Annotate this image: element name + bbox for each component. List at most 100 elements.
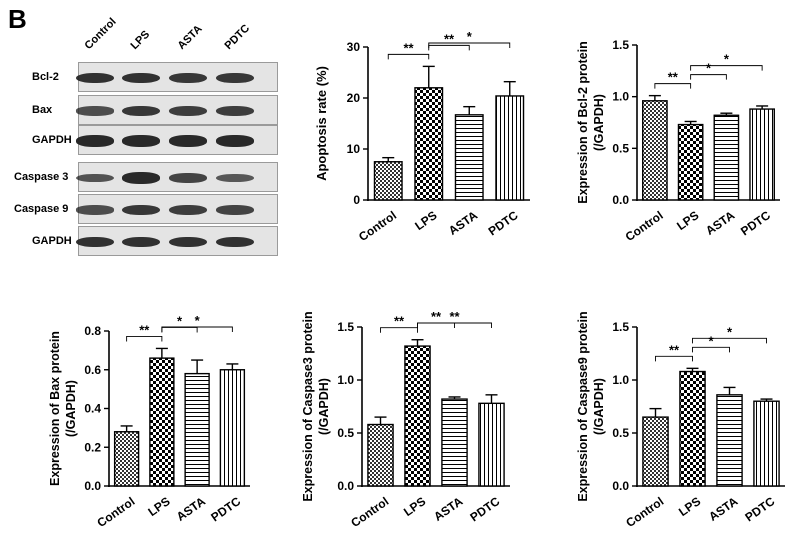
bar xyxy=(113,431,140,487)
y-tick-label: 0.0 xyxy=(337,479,354,493)
y-tick-label: 0.2 xyxy=(84,440,101,454)
y-axis-label: (/GAPDH) xyxy=(592,94,606,151)
significance-label: * xyxy=(708,333,714,348)
significance-bracket xyxy=(692,337,767,344)
x-tick-label: ASTA xyxy=(703,208,737,238)
blot-band xyxy=(76,135,114,147)
significance-label: * xyxy=(706,61,712,76)
y-tick-label: 0.8 xyxy=(84,324,101,338)
x-tick-label: ASTA xyxy=(174,494,208,524)
x-tick-label: LPS xyxy=(676,494,703,519)
blot-band xyxy=(122,105,160,117)
blot-band xyxy=(216,236,254,248)
y-axis-label: (/GAPDH) xyxy=(64,380,78,437)
significance-label: ** xyxy=(669,342,680,357)
blot-row-label: Bcl-2 xyxy=(32,71,59,83)
blot-row-label: GAPDH xyxy=(32,134,72,146)
blot-band xyxy=(169,236,207,248)
y-tick-label: 0.5 xyxy=(612,141,629,155)
blot-band xyxy=(122,236,160,248)
blot-strip xyxy=(76,194,278,224)
x-tick-label: PDTC xyxy=(738,208,773,238)
bar xyxy=(495,95,525,201)
bar xyxy=(716,394,743,487)
panel-letter: B xyxy=(8,4,27,34)
y-tick-label: 0.0 xyxy=(612,479,629,493)
significance-label: ** xyxy=(403,40,414,55)
significance-label: * xyxy=(195,313,201,328)
bar xyxy=(679,370,706,487)
bar xyxy=(478,402,505,487)
blot-band xyxy=(169,173,207,183)
blot-strip xyxy=(76,125,278,155)
blot-band xyxy=(122,204,160,216)
blot-band xyxy=(122,72,160,84)
significance-bracket xyxy=(428,42,511,48)
x-tick-label: LPS xyxy=(674,208,701,233)
significance-bracket xyxy=(654,83,692,89)
significance-bracket xyxy=(380,327,418,333)
y-tick-label: 20 xyxy=(347,91,361,105)
x-tick-label: ASTA xyxy=(431,494,465,524)
y-tick-label: 30 xyxy=(347,40,361,54)
significance-bracket xyxy=(161,326,233,332)
significance-bracket xyxy=(655,355,693,362)
significance-label: * xyxy=(727,324,733,339)
significance-label: ** xyxy=(668,70,679,85)
significance-label: * xyxy=(467,29,473,44)
blot-band xyxy=(169,105,207,117)
blot-strip xyxy=(76,162,278,192)
blot-band xyxy=(216,105,254,117)
bar xyxy=(414,87,444,201)
x-tick-label: LPS xyxy=(145,494,172,519)
y-axis-label: (/GAPDH) xyxy=(592,378,606,435)
y-axis-label: Expression of Bax protein xyxy=(48,331,62,486)
blot-band xyxy=(169,72,207,84)
x-tick-label: Control xyxy=(348,494,391,530)
y-tick-label: 1.0 xyxy=(612,90,629,104)
y-axis-label: Apoptosis rate (%) xyxy=(314,66,329,181)
significance-bracket xyxy=(417,322,492,328)
x-tick-label: Control xyxy=(94,494,137,530)
bar xyxy=(454,114,484,201)
blot-row-label: Bax xyxy=(32,104,53,116)
chart-3: 0.0 0.2 0.4 0.6 0.8 Expression of Bax protein… xyxy=(48,313,250,530)
significance-label: ** xyxy=(449,309,460,324)
bar xyxy=(642,416,669,487)
blot-band xyxy=(76,236,114,248)
bar xyxy=(642,100,668,201)
significance-bracket xyxy=(387,53,430,60)
significance-bracket xyxy=(692,346,730,353)
blot-strip xyxy=(76,95,278,125)
y-tick-label: 1.0 xyxy=(337,373,354,387)
x-tick-label: LPS xyxy=(401,494,428,519)
blot-band xyxy=(76,106,114,116)
significance-bracket xyxy=(690,74,727,80)
x-tick-label: Control xyxy=(623,494,666,530)
significance-label: ** xyxy=(444,31,455,46)
chart-2: 0.0 0.5 1.0 1.5 Expression of Bcl-2 protein(… xyxy=(576,38,780,244)
x-tick-label: PDTC xyxy=(486,208,521,238)
y-tick-label: 0 xyxy=(353,193,360,207)
y-axis-label: Expression of Bcl-2 protein xyxy=(576,41,590,204)
y-axis-label: Expression of Caspase3 protein xyxy=(301,311,315,501)
x-tick-label: ASTA xyxy=(446,208,480,238)
bar xyxy=(219,369,246,487)
blot-band xyxy=(76,205,114,215)
x-tick-label: Control xyxy=(623,208,666,244)
significance-bracket xyxy=(690,65,763,71)
y-axis-label: (/GAPDH) xyxy=(317,378,331,435)
bar xyxy=(713,114,740,201)
bar xyxy=(753,400,780,487)
blot-row-label: Caspase 9 xyxy=(14,203,69,215)
y-tick-label: 1.5 xyxy=(337,320,354,334)
y-tick-label: 0.0 xyxy=(612,193,629,207)
chart-4: 0.0 0.5 1.0 1.5 Expression of Caspase3 prote… xyxy=(301,309,510,530)
significance-label: ** xyxy=(394,314,405,329)
x-tick-label: LPS xyxy=(412,208,439,233)
bar xyxy=(184,372,210,487)
bar xyxy=(677,123,704,201)
bar xyxy=(373,161,403,201)
